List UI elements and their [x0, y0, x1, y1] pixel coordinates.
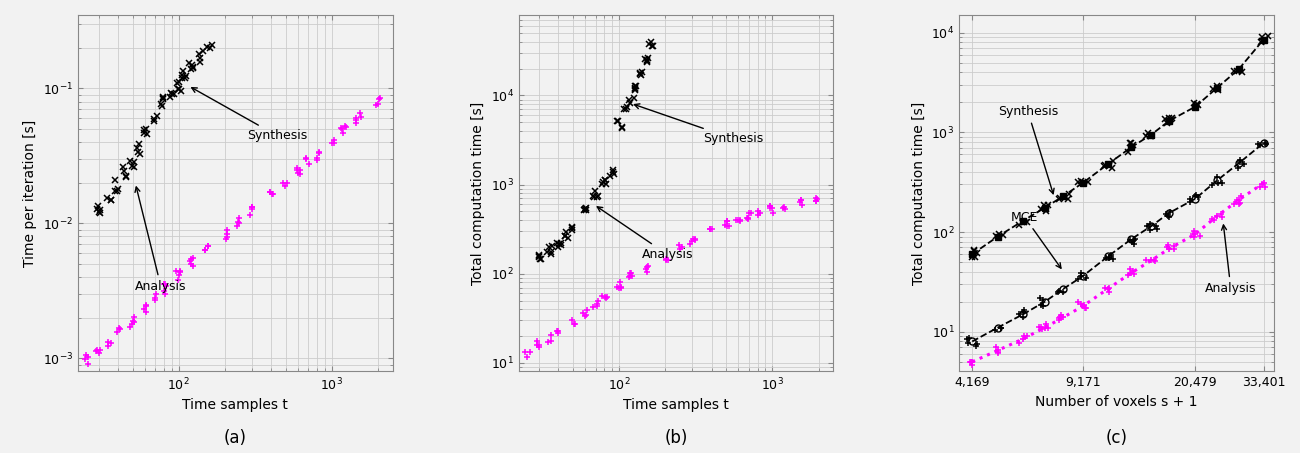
Text: Synthesis: Synthesis: [192, 88, 307, 142]
Text: Analysis: Analysis: [597, 207, 693, 261]
Text: (b): (b): [664, 429, 688, 447]
X-axis label: Number of voxels s + 1: Number of voxels s + 1: [1035, 395, 1197, 409]
X-axis label: Time samples t: Time samples t: [623, 399, 729, 413]
Y-axis label: Time per iteration [s]: Time per iteration [s]: [23, 120, 38, 267]
Text: Synthesis: Synthesis: [997, 105, 1058, 194]
Text: (a): (a): [224, 429, 247, 447]
Text: MCE: MCE: [1011, 211, 1061, 268]
Text: (c): (c): [1105, 429, 1127, 447]
Y-axis label: Total computation time [s]: Total computation time [s]: [471, 101, 485, 285]
Text: Synthesis: Synthesis: [634, 104, 763, 145]
Text: Analysis: Analysis: [135, 187, 187, 293]
X-axis label: Time samples t: Time samples t: [182, 399, 289, 413]
Y-axis label: Total computation time [s]: Total computation time [s]: [911, 101, 926, 285]
Text: Analysis: Analysis: [1205, 225, 1257, 295]
